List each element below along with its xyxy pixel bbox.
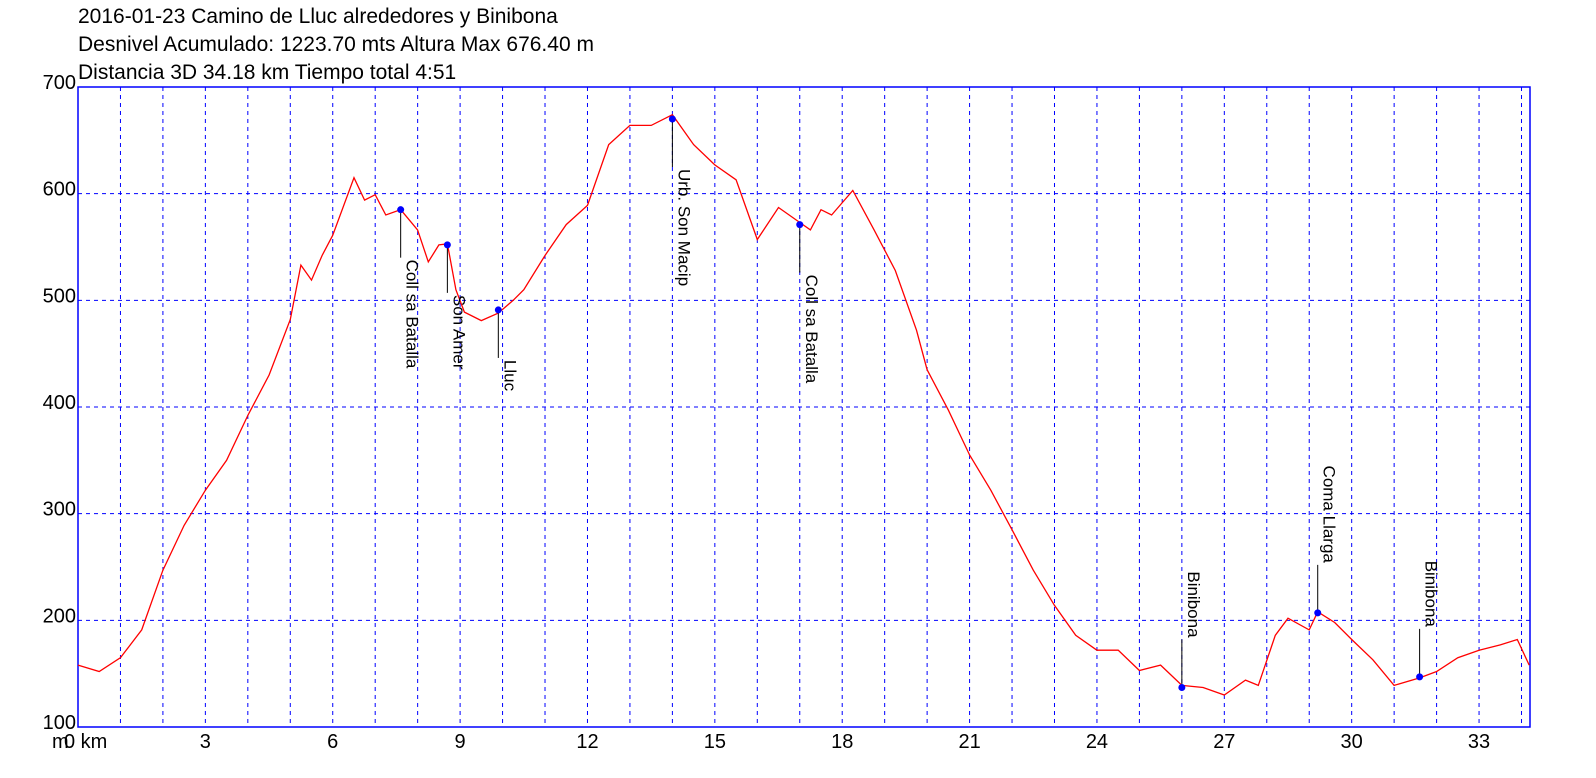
plot-frame	[77, 86, 1531, 728]
y-tick-label: 500	[43, 285, 76, 307]
x-tick-label: 9	[455, 731, 466, 753]
waypoint-label: Binibona	[1184, 571, 1203, 638]
waypoint-label: Coll sa Batalla	[403, 260, 422, 369]
waypoint-marker	[494, 306, 502, 314]
elevation-line	[77, 113, 1530, 696]
y-tick-label: 600	[43, 179, 76, 201]
x-tick-label: 27	[1213, 731, 1235, 753]
waypoint-marker	[1416, 673, 1424, 681]
waypoint-label: Urb. Son Macip	[674, 169, 693, 286]
x-tick-label: 15	[704, 731, 726, 753]
waypoint-label: Lluc	[500, 360, 519, 392]
x-tick-label: 18	[831, 731, 853, 753]
x-tick-label: 12	[576, 731, 598, 753]
waypoint-label: Coll sa Batalla	[802, 275, 821, 384]
y-tick-label: 700	[43, 72, 76, 94]
y-tick-label: 400	[43, 392, 76, 414]
title-line: 2016-01-23 Camino de Lluc alrededores y …	[78, 5, 558, 28]
waypoint-marker	[796, 221, 804, 229]
waypoint-marker	[397, 206, 405, 214]
title-line: Desnivel Acumulado: 1223.70 mts Altura M…	[78, 33, 594, 56]
y-tick-label: 300	[43, 499, 76, 521]
waypoint-label: Coma Llarga	[1320, 466, 1339, 564]
y-tick-label: 100	[43, 712, 76, 734]
x-tick-label: 0 km	[64, 731, 107, 753]
y-tick-label: 200	[43, 605, 76, 627]
x-tick-label: 24	[1086, 731, 1108, 753]
waypoint-marker	[1314, 609, 1322, 617]
x-tick-label: 6	[327, 731, 338, 753]
x-tick-label: 33	[1468, 731, 1490, 753]
x-tick-label: 3	[200, 731, 211, 753]
x-tick-label: 30	[1341, 731, 1363, 753]
waypoint-marker	[1178, 684, 1186, 692]
x-tick-label: 21	[958, 731, 980, 753]
waypoint-label: Binibona	[1422, 561, 1441, 628]
waypoint-label: Son Amer	[449, 295, 468, 370]
y-unit-label: m	[52, 731, 69, 753]
waypoint-marker	[668, 115, 676, 123]
waypoint-marker	[443, 241, 451, 249]
title-line: Distancia 3D 34.18 km Tiempo total 4:51	[78, 61, 456, 84]
